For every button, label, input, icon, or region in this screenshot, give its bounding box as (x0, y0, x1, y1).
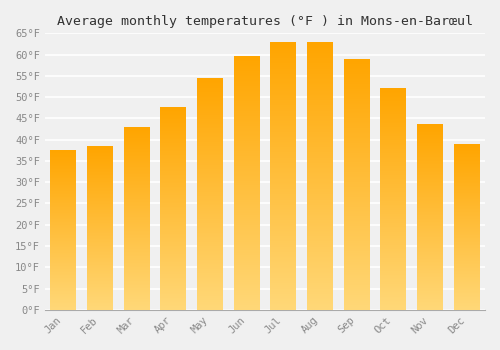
Title: Average monthly temperatures (°F ) in Mons-en-Barœul: Average monthly temperatures (°F ) in Mo… (57, 15, 473, 28)
